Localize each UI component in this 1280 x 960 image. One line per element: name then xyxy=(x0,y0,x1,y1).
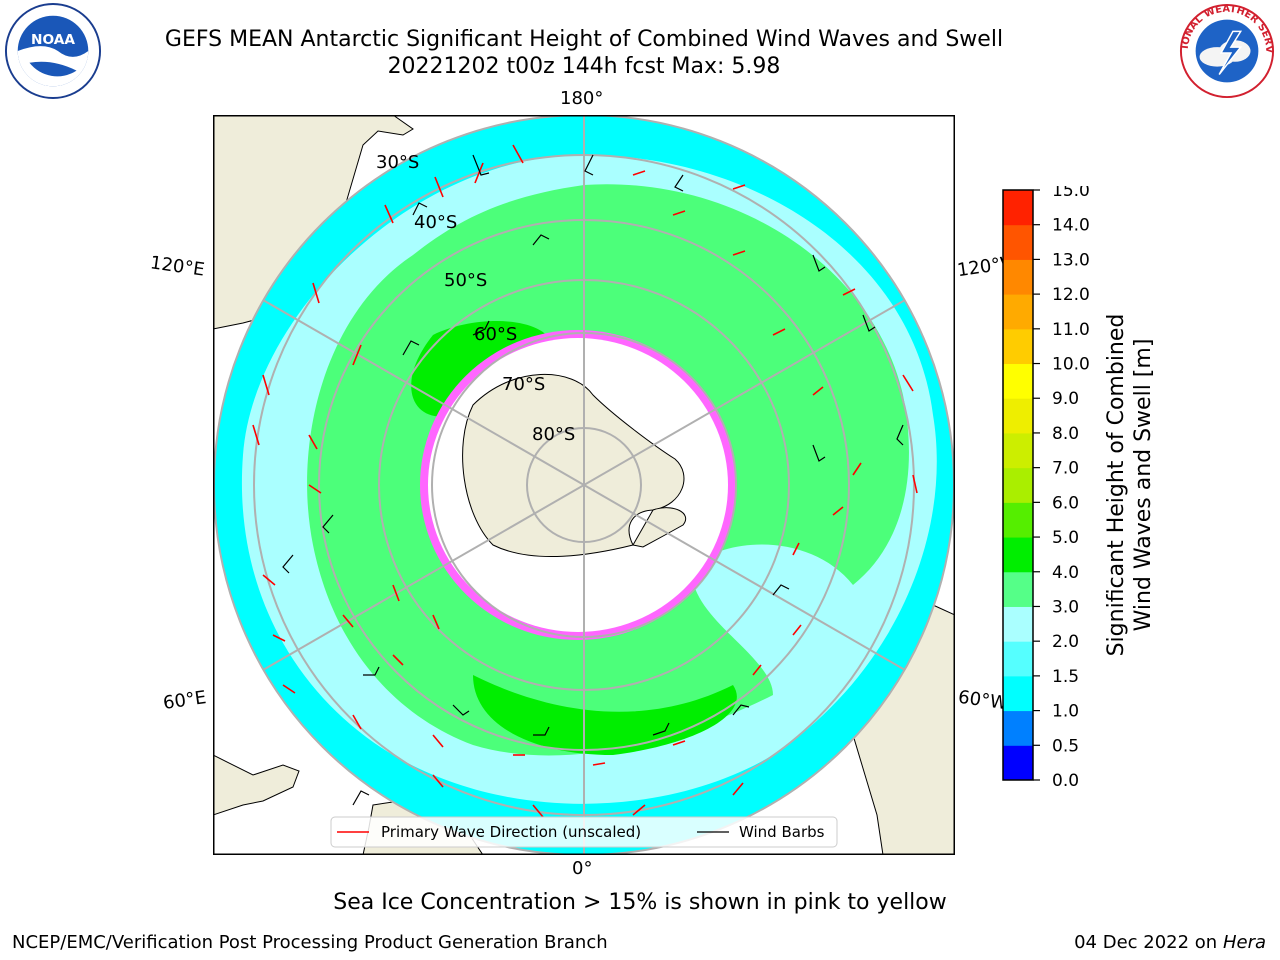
legend-wind-barbs: Wind Barbs xyxy=(739,823,825,841)
colorbar-swatch xyxy=(1003,675,1033,712)
colorbar-tick-label: 0.0 xyxy=(1052,771,1079,786)
colorbar-tick-label: 11.0 xyxy=(1052,320,1090,340)
colorbar-title: Significant Height of Combined Wind Wave… xyxy=(1103,275,1157,695)
colorbar-swatch xyxy=(1003,467,1033,503)
noaa-logo-text: NOAA xyxy=(31,32,75,48)
colorbar-tick-label: 8.0 xyxy=(1052,424,1079,444)
colorbar-swatch xyxy=(1003,259,1033,295)
colorbar-swatch xyxy=(1003,328,1033,365)
lat-label-30s: 30°S xyxy=(376,152,420,173)
lat-label-50s: 50°S xyxy=(444,270,488,291)
legend-primary-wave: Primary Wave Direction (unscaled) xyxy=(381,823,641,841)
colorbar-title-line2: Wind Waves and Swell [m] xyxy=(1131,338,1156,632)
colorbar-swatch xyxy=(1003,363,1033,399)
land-africa xyxy=(213,754,300,816)
wind-barbs xyxy=(282,154,904,806)
lat-label-60s: 60°S xyxy=(474,324,518,345)
colorbar-swatch xyxy=(1003,571,1033,607)
colorbar-tick-label: 10.0 xyxy=(1052,355,1090,375)
colorbar-tick-label: 12.0 xyxy=(1052,285,1090,305)
lat-label-40s: 40°S xyxy=(414,212,458,233)
colorbar-tick-label: 7.0 xyxy=(1052,459,1079,479)
colorbar-tick-label: 1.5 xyxy=(1052,667,1079,687)
colorbar-swatch xyxy=(1003,224,1033,260)
wave-arrows xyxy=(252,144,918,818)
colorbar-swatch xyxy=(1003,745,1033,781)
colorbar-tick-label: 14.0 xyxy=(1052,216,1090,236)
colorbar-tick-label: 9.0 xyxy=(1052,389,1079,409)
polar-map: Primary Wave Direction (unscaled) Wind B… xyxy=(213,115,955,855)
lon-label-0: 0° xyxy=(572,858,593,879)
colorbar-swatch xyxy=(1003,502,1033,538)
nws-logo: NATIONAL WEATHER SERVICE xyxy=(1175,2,1274,99)
footer-host: Hera xyxy=(1222,932,1266,953)
lon-label-180: 180° xyxy=(560,88,604,109)
colorbar-tick-label: 4.0 xyxy=(1052,563,1079,583)
colorbar-swatch xyxy=(1003,190,1033,226)
footer-date-text: 04 Dec 2022 on xyxy=(1074,932,1218,953)
chart-title: GEFS MEAN Antarctic Significant Height o… xyxy=(164,27,1004,52)
colorbar-tick-label: 13.0 xyxy=(1052,250,1090,270)
colorbar-tick-label: 15.0 xyxy=(1052,186,1090,201)
colorbar-tick-label: 2.0 xyxy=(1052,632,1079,652)
lon-label-120e: 120°E xyxy=(148,252,206,281)
chart-subtitle: 20221202 t00z 144h fcst Max: 5.98 xyxy=(387,54,781,79)
colorbar-swatch xyxy=(1003,294,1033,330)
colorbar-swatch xyxy=(1003,537,1033,573)
lat-label-80s: 80°S xyxy=(532,424,576,445)
colorbar-swatch xyxy=(1003,641,1033,677)
footer-branch: NCEP/EMC/Verification Post Processing Pr… xyxy=(12,932,608,953)
colorbar-tick-label: 3.0 xyxy=(1052,597,1079,617)
lon-label-60e: 60°E xyxy=(161,687,208,714)
lat-label-70s: 70°S xyxy=(502,374,546,395)
colorbar-swatches xyxy=(1003,190,1033,781)
footer-date: 04 Dec 2022 on Hera xyxy=(1074,932,1266,953)
colorbar-swatch xyxy=(1003,606,1033,642)
colorbar-title-line1: Significant Height of Combined xyxy=(1104,313,1129,657)
colorbar-swatch xyxy=(1003,710,1033,746)
colorbar: 0.0 0.5 1.0 1.5 2.0 3.0 4.0 5.0 6.0 7.0 8.0 9.0 10.0… xyxy=(1002,186,1090,786)
noaa-logo: NOAA xyxy=(4,2,102,100)
colorbar-tick-label: 6.0 xyxy=(1052,493,1079,513)
sea-ice-note: Sea Ice Concentration > 15% is shown in … xyxy=(333,890,947,915)
colorbar-tick-label: 5.0 xyxy=(1052,528,1079,548)
colorbar-ticks: 0.0 0.5 1.0 1.5 2.0 3.0 4.0 5.0 6.0 7.0 8.0 9.0 10.0… xyxy=(1033,186,1090,786)
colorbar-tick-label: 0.5 xyxy=(1052,736,1079,756)
colorbar-tick-label: 1.0 xyxy=(1052,702,1079,722)
colorbar-swatch xyxy=(1003,398,1033,434)
colorbar-swatch xyxy=(1003,432,1033,469)
map-legend: Primary Wave Direction (unscaled) Wind B… xyxy=(330,816,838,848)
